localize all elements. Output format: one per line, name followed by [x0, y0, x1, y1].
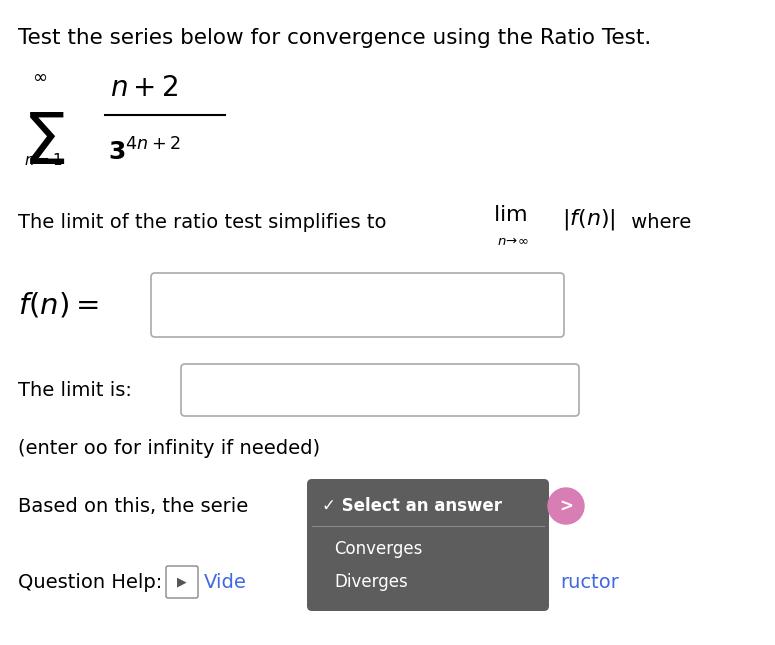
Text: $\Sigma$: $\Sigma$ [22, 110, 65, 179]
Text: where: where [625, 212, 691, 232]
Text: $n + 2$: $n + 2$ [110, 74, 178, 102]
Text: The limit of the ratio test simplifies to: The limit of the ratio test simplifies t… [18, 212, 387, 232]
FancyBboxPatch shape [166, 566, 198, 598]
Text: (enter oo for infinity if needed): (enter oo for infinity if needed) [18, 439, 320, 457]
Text: $n=1$: $n=1$ [24, 152, 63, 168]
Text: Test the series below for convergence using the Ratio Test.: Test the series below for convergence us… [18, 28, 651, 48]
FancyBboxPatch shape [151, 273, 564, 337]
Text: $\lim$: $\lim$ [493, 205, 527, 225]
FancyBboxPatch shape [307, 479, 549, 611]
Text: Vide: Vide [204, 573, 247, 591]
Circle shape [548, 488, 584, 524]
Text: ▶: ▶ [177, 575, 187, 588]
Text: $\mathbf{3}^{4n+2}$: $\mathbf{3}^{4n+2}$ [108, 138, 181, 165]
Text: $f(n) =$: $f(n) =$ [18, 290, 98, 319]
Text: Based on this, the serie: Based on this, the serie [18, 497, 248, 515]
Text: $|f(n)|$: $|f(n)|$ [562, 208, 615, 232]
Text: >: > [559, 498, 573, 516]
Text: Converges: Converges [334, 540, 422, 558]
Text: ructor: ructor [560, 573, 619, 591]
Text: $\infty$: $\infty$ [32, 68, 47, 86]
FancyBboxPatch shape [181, 364, 579, 416]
Text: Diverges: Diverges [334, 573, 408, 591]
Text: ✓ Select an answer: ✓ Select an answer [322, 497, 502, 515]
Text: Question Help:: Question Help: [18, 573, 162, 591]
Text: The limit is:: The limit is: [18, 381, 132, 399]
Text: $n\!\to\!\infty$: $n\!\to\!\infty$ [497, 235, 529, 248]
